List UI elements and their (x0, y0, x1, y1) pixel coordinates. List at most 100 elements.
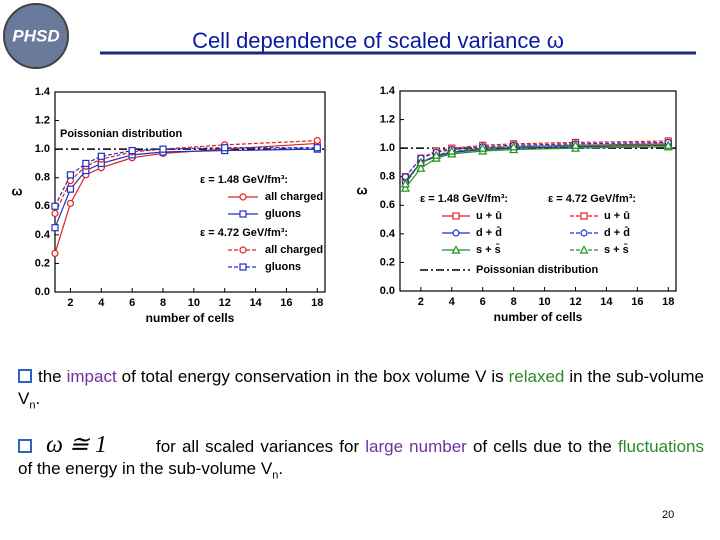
y-tick-label: 1.0 (380, 142, 395, 154)
y-tick-label: 1.0 (35, 143, 50, 155)
marker (478, 143, 488, 152)
marker (570, 140, 581, 149)
marker (159, 145, 167, 153)
bullet: the impact of total energy conservation … (18, 366, 704, 416)
x-tick-label: 14 (600, 296, 613, 308)
marker (416, 157, 426, 167)
series-line (404, 146, 669, 189)
y-tick-label: 0.8 (380, 171, 395, 183)
marker (66, 171, 75, 179)
text: in the sub-volume V (18, 367, 704, 408)
marker (416, 163, 426, 172)
legend-marker (452, 212, 460, 220)
legend-label: s + s̄ (604, 244, 629, 256)
y-tick-label: 0.6 (380, 199, 395, 211)
text: of the energy in the sub-volume V (18, 459, 273, 478)
x-tick-label: 8 (160, 297, 166, 309)
text: . (35, 389, 41, 408)
legend-marker (239, 193, 247, 201)
text: of total energy conservation in the box … (116, 367, 509, 386)
legend-label: all charged (265, 191, 323, 203)
marker (51, 202, 59, 210)
legend-marker (239, 246, 247, 254)
marker (663, 140, 673, 149)
marker (66, 199, 75, 208)
marker (51, 209, 59, 218)
legend-label: s + s̄ (476, 244, 501, 256)
x-axis-label: number of cells (146, 311, 235, 325)
marker (509, 141, 519, 151)
logo (3, 3, 69, 69)
bullet: ω ≅ 1 for all scaled variances for large … (18, 432, 704, 486)
y-tick-label: 0.4 (380, 228, 396, 240)
y-tick-label: 0.8 (35, 172, 50, 184)
x-tick-label: 18 (662, 296, 674, 308)
marker (313, 136, 321, 145)
marker (400, 179, 410, 188)
annotation: Poissonian distribution (60, 128, 183, 140)
x-tick-label: 10 (538, 296, 550, 308)
formula: ω ≅ 1 (46, 432, 108, 458)
legend-marker (580, 212, 588, 220)
legend-title: ε = 4.72 GeV/fm³: (200, 227, 288, 239)
text: . (278, 459, 284, 478)
plot-frame (399, 90, 677, 292)
y-tick-label: 0.4 (35, 229, 51, 241)
y-tick-label: 0.0 (380, 285, 395, 297)
y-tick-label: 1.4 (380, 85, 396, 97)
slide-title: Cell dependence of scaled variance ω (192, 28, 564, 53)
y-tick-label: 0.6 (35, 200, 50, 212)
marker (66, 185, 75, 193)
text: relaxed (508, 367, 565, 386)
x-tick-label: 12 (219, 297, 231, 309)
marker (51, 249, 59, 258)
text: n (272, 469, 279, 482)
y-axis-label: ω (12, 183, 23, 198)
marker (51, 224, 59, 232)
series-line (54, 142, 318, 254)
text: for all scaled variances for (156, 437, 366, 456)
text: fluctuations (618, 437, 704, 456)
x-tick-label: 2 (67, 297, 73, 309)
text: large number (365, 437, 467, 456)
legend-label: d + d̄ (476, 227, 502, 239)
y-tick-label: 1.2 (380, 113, 395, 125)
x-tick-label: 16 (280, 297, 292, 309)
legend-title: ε = 1.48 GeV/fm³: (420, 193, 508, 205)
x-tick-label: 14 (249, 297, 262, 309)
legend-label: u + ū (604, 210, 630, 222)
marker (400, 183, 410, 192)
legend-label: gluons (265, 261, 301, 273)
legend-label: d + d̄ (604, 227, 630, 239)
x-tick-label: 16 (631, 296, 643, 308)
marker (97, 152, 105, 160)
marker (313, 144, 321, 152)
legend-marker (579, 245, 589, 254)
legend-marker (239, 210, 247, 218)
legend-label: Poissonian distribution (476, 264, 599, 276)
x-tick-label: 4 (449, 296, 456, 308)
legend-title: ε = 4.72 GeV/fm³: (548, 193, 636, 205)
text: n (29, 399, 36, 412)
bullet-marker (18, 439, 32, 453)
y-tick-label: 0.2 (380, 256, 395, 268)
series-line (404, 144, 669, 185)
plot-frame (54, 91, 326, 293)
page-number: 20 (662, 509, 675, 521)
legend-marker (239, 263, 247, 271)
x-tick-label: 6 (480, 296, 486, 308)
legend-marker (451, 245, 461, 254)
x-tick-label: 10 (188, 297, 200, 309)
y-tick-label: 0.2 (35, 257, 50, 269)
text: of cells due to the (466, 437, 618, 456)
x-tick-label: 2 (418, 296, 424, 308)
text: impact (66, 367, 117, 386)
x-tick-label: 8 (511, 296, 517, 308)
marker (221, 144, 229, 152)
y-tick-label: 1.2 (35, 114, 50, 126)
marker (447, 146, 457, 155)
marker (401, 173, 410, 181)
bullet-marker (18, 369, 32, 383)
